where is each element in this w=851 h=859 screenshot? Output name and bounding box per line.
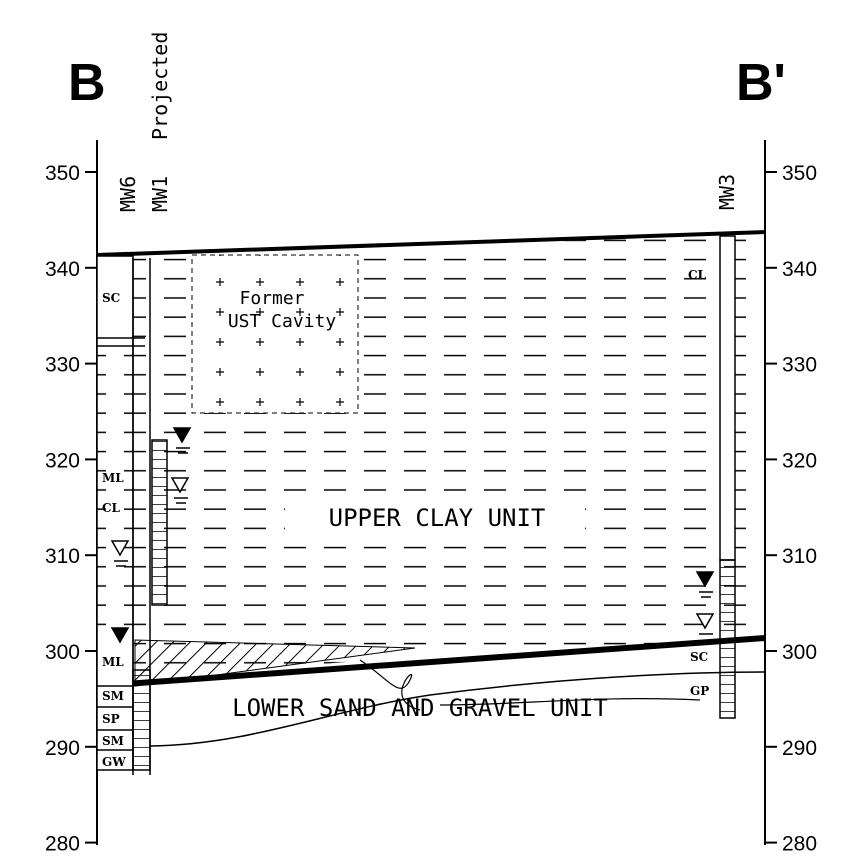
tick-label: 280 [45,833,80,854]
tick-label: 340 [45,258,80,281]
tick-label: 320 [782,449,817,472]
soil-label: CL [688,268,707,282]
tick-label: 350 [45,162,80,185]
tick-label: 310 [45,545,80,568]
soil-label: SC [690,650,708,664]
casing-mw3 [719,235,736,561]
ground-surface [96,230,766,257]
tick-label: 340 [782,258,817,281]
tick-label: 290 [45,737,80,760]
tick-label: 330 [782,354,817,377]
tick-label: 320 [45,449,80,472]
tick-label: 280 [782,833,817,854]
cavity-label: Former [239,288,304,309]
soil-label: SM [102,689,124,703]
cavity-label: UST Cavity [228,311,337,332]
soil-label: SP [102,712,120,726]
tick-label: 350 [782,162,817,185]
water-levels [110,427,715,644]
unit-label: LOWER SAND AND GRAVEL UNIT [232,694,608,722]
section-label: B [68,54,106,112]
soil-label: CL [102,501,121,515]
tick-label: 330 [45,354,80,377]
well-note: Projected [148,32,172,140]
unit-label: UPPER CLAY UNIT [329,504,546,532]
soil-label: ML [102,471,124,485]
sand-contact [359,659,701,711]
tick-label: 300 [45,641,80,664]
soil-label: SC [102,291,120,305]
well-label: MW6 [116,176,140,212]
soil-label: GW [102,755,126,769]
sand-base [149,671,766,747]
contact [96,635,766,689]
well-label: MW3 [715,174,739,210]
soil-label: GP [690,684,709,698]
silt-wedge [134,639,416,687]
well-label: MW1 [148,176,172,212]
soil-label: ML [102,655,124,669]
section-label: B' [736,54,786,112]
screen-mw1-lower [132,669,151,771]
tick-label: 290 [782,737,817,760]
tick-label: 300 [782,641,817,664]
screen-mw1 [151,439,168,606]
tick-label: 310 [782,545,817,568]
screen-mw3 [719,559,736,719]
cavity-fill [191,254,359,414]
label-bg [285,500,585,536]
boring-fill [97,338,133,638]
soil-label: SM [102,734,124,748]
